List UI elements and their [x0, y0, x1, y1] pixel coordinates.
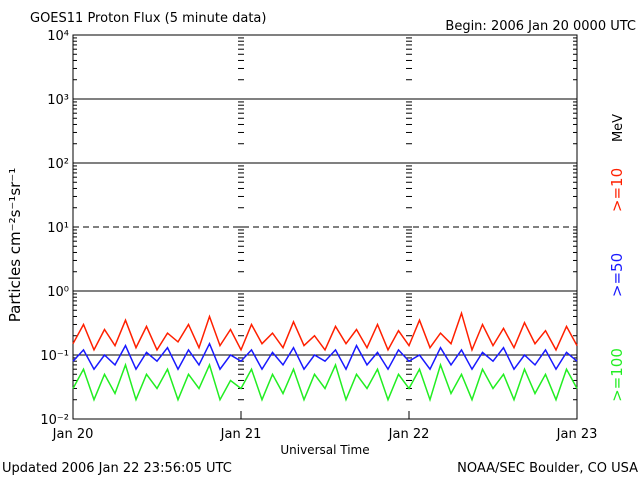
x-tick-label: Jan 23 [556, 427, 598, 442]
x-tick-label: Jan 22 [388, 427, 430, 442]
x-axis-label: Universal Time [280, 443, 369, 457]
legend-entry: >=10 [608, 168, 626, 212]
units-label: MeV [611, 114, 626, 142]
y-tick-label: 10² [47, 157, 69, 172]
legend-entry: >=50 [608, 253, 626, 297]
series-line [72, 310, 578, 353]
y-tick-label: 10³ [47, 93, 69, 108]
y-tick-label: 10⁻² [40, 413, 69, 428]
begin-time: Begin: 2006 Jan 20 0000 UTC [445, 19, 636, 34]
legend-entry: >=100 [608, 348, 626, 402]
x-tick-label: Jan 21 [220, 427, 262, 442]
series-line [72, 362, 578, 403]
y-tick-label: 10⁻¹ [40, 349, 69, 364]
footer-updated: Updated 2006 Jan 22 23:56:05 UTC [2, 461, 232, 476]
y-tick-label: 10⁰ [47, 285, 69, 300]
y-tick-label: 10⁴ [47, 29, 69, 44]
chart-title: GOES11 Proton Flux (5 minute data) [30, 11, 266, 26]
y-tick-label: 10¹ [47, 221, 69, 236]
footer-source: NOAA/SEC Boulder, CO USA [457, 461, 638, 476]
y-axis-label: Particles cm⁻²s⁻¹sr⁻¹ [6, 168, 24, 322]
x-tick-label: Jan 20 [52, 427, 94, 442]
series-line [72, 341, 578, 371]
